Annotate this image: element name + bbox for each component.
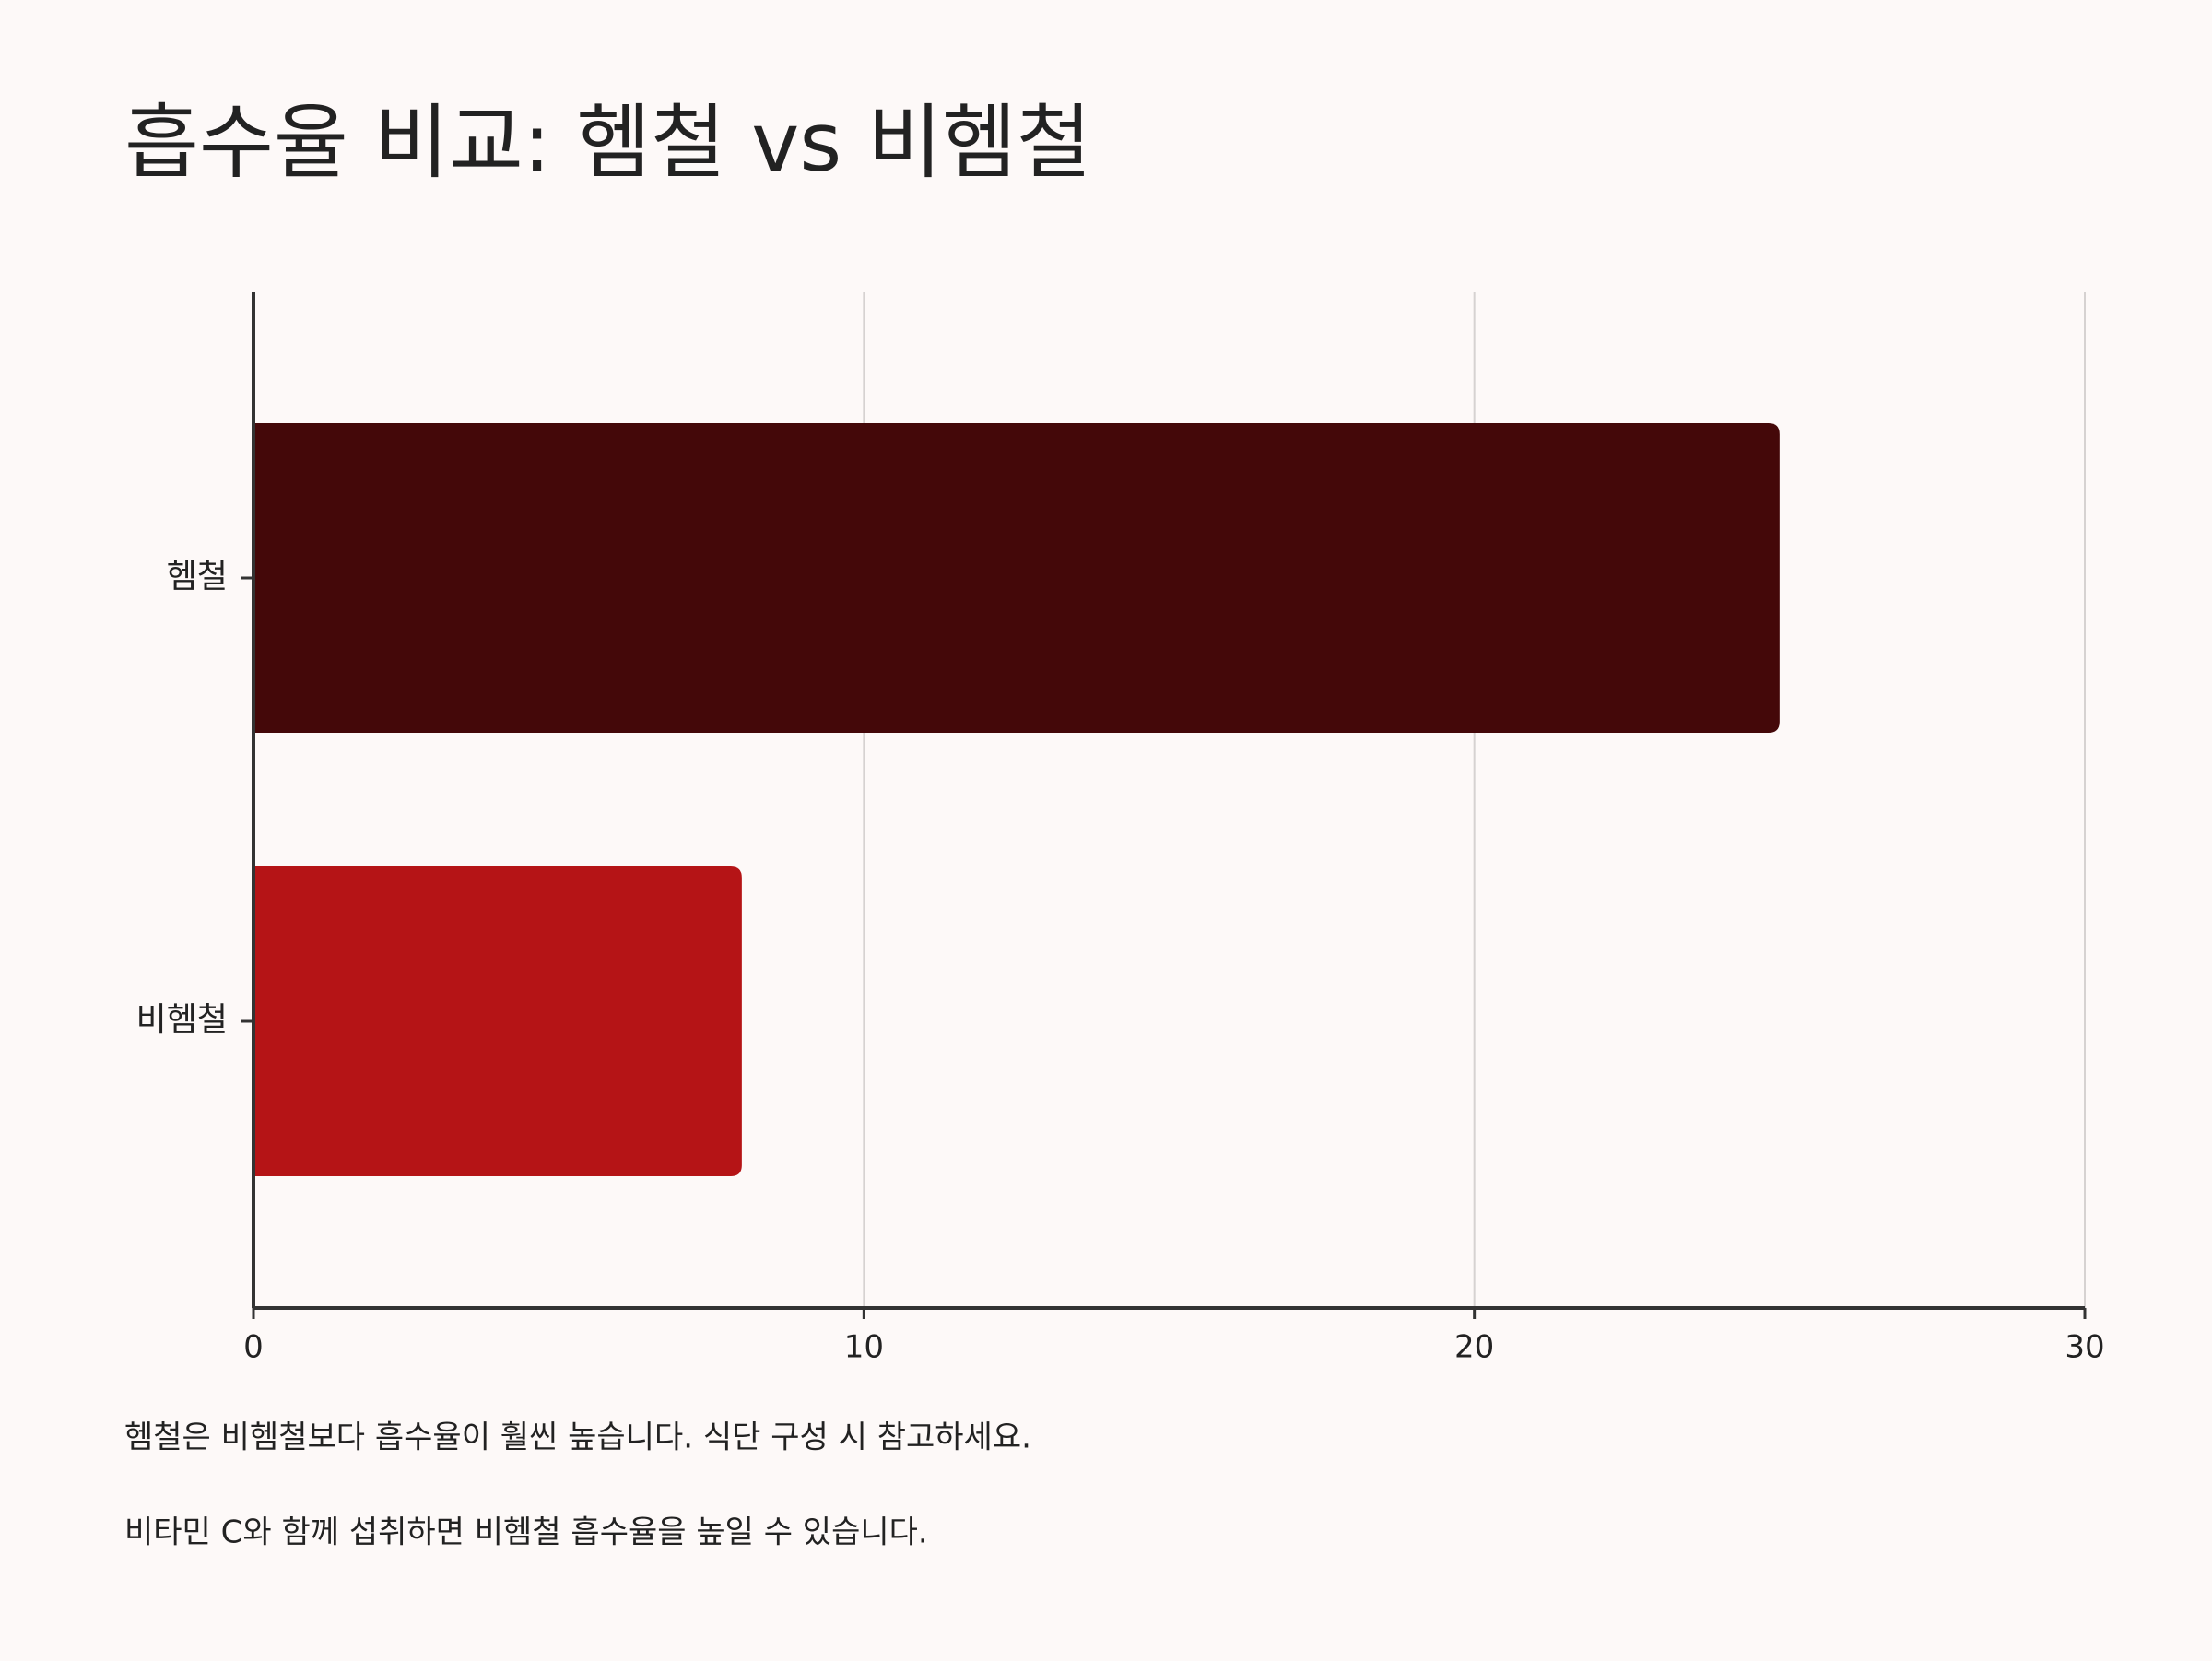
bar (253, 423, 1780, 733)
bar (253, 866, 742, 1176)
chart-title: 흡수율 비교: 헴철 vs 비헴철 (124, 95, 1091, 190)
y-tick-label: 헴철 (167, 558, 228, 595)
x-tick-label: 20 (1454, 1329, 1494, 1366)
x-tick-label: 0 (243, 1329, 264, 1366)
y-tick-label: 비헴철 (136, 1001, 228, 1039)
note: 비타민 C와 함께 섭취하면 비헴철 흡수율을 높일 수 있습니다. (124, 1514, 928, 1551)
x-tick-label: 10 (844, 1329, 884, 1366)
x-tick-label: 30 (2065, 1329, 2104, 1366)
note: 헴철은 비헴철보다 흡수율이 훨씬 높습니다. 식단 구성 시 참고하세요. (124, 1420, 1031, 1456)
